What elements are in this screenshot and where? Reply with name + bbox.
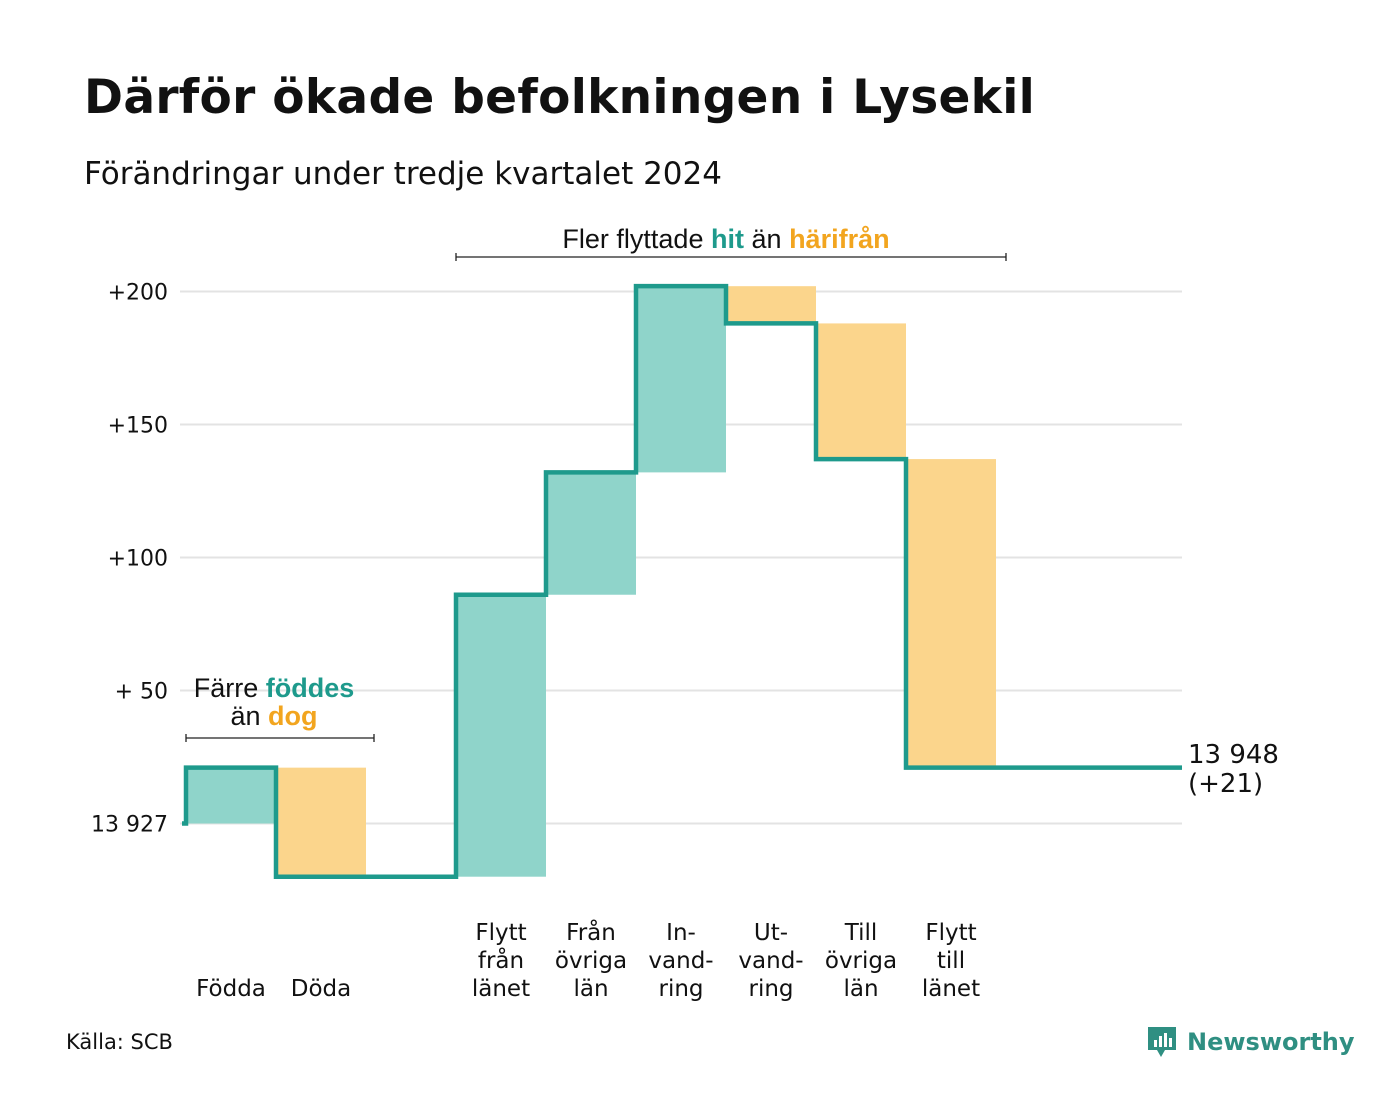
category-label: från [478,946,524,974]
annotation-natural-change: Färre föddes än dog [185,673,375,742]
chart-title: Därför ökade befolkningen i Lysekil [84,70,1036,125]
category-label: vand- [648,948,713,974]
annotation-natural-line1: Färre föddes [194,673,355,703]
step-line [182,283,1182,879]
annotation-natural-highlight-died: dog [268,701,317,731]
category-label: ring [658,976,703,1002]
bar-decrease [816,323,906,460]
category-label: Till [844,920,878,946]
end-value-label: 13 948 [1188,740,1279,770]
annotation-migration-text-c: än [752,224,782,254]
brand-name: Newsworthy [1187,1028,1355,1056]
category-label: övriga [825,948,897,974]
annotation-natural-text-c: än [230,701,260,731]
newsworthy-logo-icon [1148,1027,1176,1057]
y-axis-ticks: 13 927 + 50 +100 +150 +200 [91,281,168,838]
category-label: Flytt [475,920,526,946]
category-label: ring [748,976,793,1002]
annotation-migration: Fler flyttade hit än härifrån [455,224,1007,261]
y-tick-label: +200 [108,281,168,306]
annotation-natural-highlight-born: föddes [266,673,355,703]
category-label: till [937,948,965,974]
category-label: Döda [291,976,351,1002]
bar-decrease [906,459,996,768]
category-label: länet [472,976,530,1002]
y-tick-label: +100 [108,547,168,572]
annotation-migration-highlight-away: härifrån [789,224,890,254]
bar-increase [186,767,276,824]
annotation-migration-highlight-here: hit [711,224,744,254]
bar-increase [636,286,726,473]
category-label: Ut- [754,920,788,946]
category-label: län [573,976,608,1002]
step-line-group [182,283,1182,879]
bars [186,286,996,877]
annotation-migration-text-a: Fler flyttade [562,224,703,254]
y-tick-label: 13 927 [91,813,168,838]
bar-decrease [726,286,816,324]
annotation-natural-bracket [185,734,375,742]
source-note: Källa: SCB [66,1030,173,1054]
bar-decrease [276,767,366,877]
bar-increase [546,472,636,595]
category-label: Flytt [925,920,976,946]
annotation-migration-text: Fler flyttade hit än härifrån [562,224,889,254]
annotation-migration-bracket [455,253,1007,261]
y-tick-label: + 50 [115,680,168,705]
category-label: Från [566,918,616,946]
annotation-natural-line2: än dog [230,701,317,731]
category-label: In- [666,920,696,946]
y-tick-label: +150 [108,414,168,439]
chart-subtitle: Förändringar under tredje kvartalet 2024 [84,156,722,192]
brand-logo: Newsworthy [1146,1024,1355,1060]
category-label: länet [922,976,980,1002]
annotation-natural-text-a: Färre [194,673,259,703]
category-label: vand- [738,948,803,974]
category-labels: Födda DödaFlyttfrånlänetFrånövrigalänIn-v… [196,918,980,1002]
bar-increase [456,594,546,877]
category-label: övriga [555,948,627,974]
end-change-label: (+21) [1188,769,1263,799]
category-label: län [843,976,878,1002]
category-label: Födda [196,976,266,1002]
